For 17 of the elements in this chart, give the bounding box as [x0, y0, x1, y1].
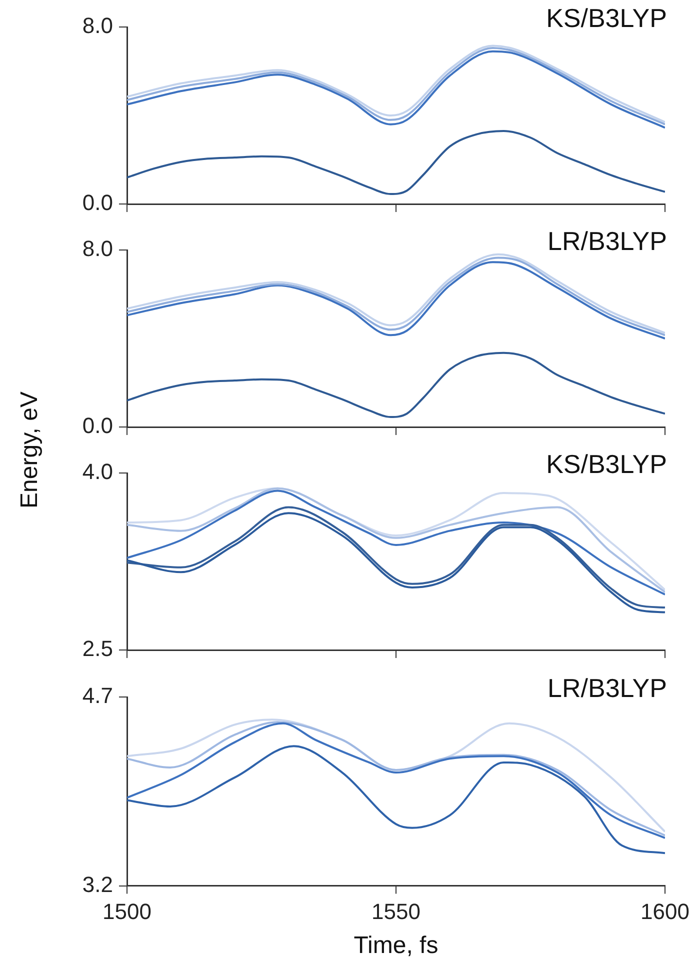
- y-tick-label: 8.0: [82, 13, 113, 38]
- y-tick-label: 0.0: [82, 413, 113, 438]
- chart-title: KS/B3LYP: [546, 3, 667, 34]
- y-tick-label: 4.0: [82, 459, 113, 484]
- chart-title: KS/B3LYP: [546, 449, 667, 480]
- x-tick-label: 1550: [372, 899, 420, 924]
- x-axis-title: Time, fs: [354, 932, 438, 960]
- chart-title: LR/B3LYP: [548, 226, 667, 256]
- y-tick-label: 3.2: [82, 872, 113, 897]
- y-axis-title: Energy, eV: [16, 392, 44, 508]
- x-tick-label: 1500: [102, 899, 152, 924]
- x-tick-label: 1600: [640, 899, 690, 924]
- y-tick-label: 0.0: [82, 190, 113, 216]
- y-tick-label: 8.0: [82, 236, 113, 262]
- y-tick-label: 2.5: [82, 636, 113, 662]
- chart-title: LR/B3LYP: [548, 673, 667, 704]
- y-tick-label: 4.7: [82, 683, 113, 708]
